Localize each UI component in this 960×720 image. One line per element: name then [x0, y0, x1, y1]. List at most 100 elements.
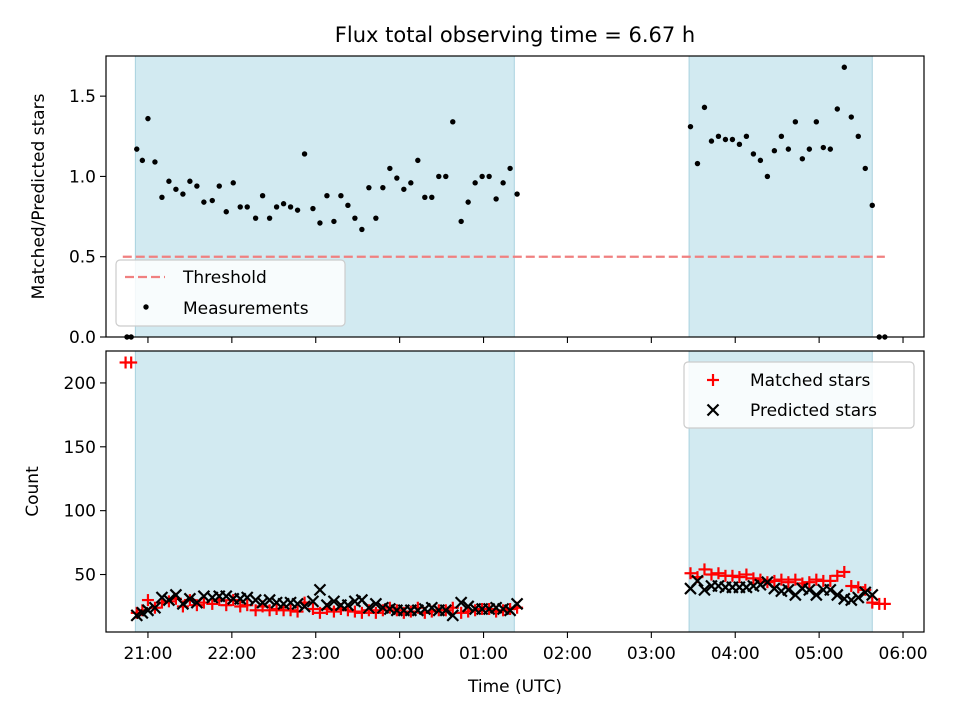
bottom-axes-frame	[105, 350, 925, 633]
measurement-point	[359, 226, 365, 233]
x-tick-label: 06:00	[879, 644, 928, 664]
y-tick-label: 0.5	[69, 248, 96, 268]
matched-star-point	[831, 569, 844, 582]
measurement-point	[472, 180, 478, 186]
measurement-point	[757, 157, 764, 164]
measurement-point	[813, 119, 820, 125]
measurement-point	[387, 165, 393, 172]
y-tick-label: 1.5	[69, 87, 96, 107]
predicted-star-point	[183, 592, 197, 606]
matched-star-point	[810, 573, 823, 586]
matched-star-point	[726, 569, 739, 582]
measurement-point	[259, 192, 266, 199]
measurement-point	[366, 184, 372, 191]
top-legend: Threshold Measurements	[115, 259, 346, 327]
measurement-point	[799, 156, 806, 162]
measurement-point	[514, 191, 520, 197]
measurement-point	[159, 194, 165, 201]
x-tick-label: 22:00	[207, 644, 256, 664]
measurement-point	[694, 160, 701, 167]
predicted-star-point	[510, 597, 524, 611]
predicted-star-point	[141, 604, 155, 617]
measurement-point	[729, 136, 736, 143]
y-tick-label: 0.0	[69, 328, 96, 348]
matched-star-point	[845, 580, 858, 593]
measurement-point	[743, 133, 750, 139]
matched-star-point	[712, 567, 725, 580]
matched-star-point	[220, 599, 233, 612]
top-axes-frame	[105, 55, 925, 338]
legend-measurements-swatch	[143, 304, 149, 310]
x-tick-label: 23:00	[291, 644, 340, 664]
measurement-point	[507, 165, 513, 172]
matched-star-point	[878, 597, 891, 610]
measurement-point	[764, 173, 771, 180]
measurement-point	[324, 192, 330, 199]
measurement-point	[166, 178, 172, 184]
legend-matched-swatch	[707, 374, 719, 386]
predicted-star-point	[810, 588, 823, 602]
measurement-point	[280, 201, 287, 207]
legend-predicted-swatch	[706, 403, 720, 417]
matched-star-point	[747, 572, 760, 585]
measurement-point	[301, 151, 308, 157]
predicted-star-point	[341, 598, 355, 612]
top-panel: 0.0 0.5 1.0 1.5 Matched/Predicted stars Thr…	[29, 55, 925, 348]
measurement-point	[436, 173, 442, 180]
matched-star-point	[824, 574, 837, 587]
measurement-point	[223, 209, 229, 215]
measurement-point	[244, 204, 250, 210]
predicted-star-point	[754, 578, 767, 592]
measurement-point	[785, 146, 792, 152]
matched-star-point	[838, 565, 851, 578]
predicted-star-point	[425, 601, 439, 615]
measurement-point	[855, 133, 861, 139]
y-tick-label: 100	[64, 502, 96, 522]
measurement-point	[771, 148, 778, 154]
matched-star-point	[355, 606, 368, 619]
measurement-point	[834, 106, 841, 112]
predicted-star-point	[803, 583, 816, 597]
measurement-point	[500, 180, 506, 186]
measurement-point	[294, 207, 301, 213]
matched-star-point	[733, 571, 746, 584]
measurement-point	[722, 136, 729, 143]
measurement-point	[422, 194, 428, 201]
predicted-star-point	[298, 600, 311, 613]
measurement-point	[862, 165, 868, 172]
measurement-point	[180, 191, 186, 197]
x-tick-label: 21:00	[123, 644, 172, 664]
matched-star-point	[263, 604, 276, 617]
predicted-star-point	[698, 583, 711, 597]
predicted-star-point	[768, 582, 781, 595]
predicted-star-point	[362, 601, 376, 615]
predicted-star-point	[148, 601, 162, 615]
measurement-point	[479, 173, 485, 180]
predicted-star-point	[845, 593, 858, 607]
measurement-point	[345, 202, 351, 209]
predicted-star-point	[249, 593, 262, 607]
measurement-point	[237, 204, 243, 210]
measurement-point	[273, 204, 280, 210]
measurement-point	[820, 144, 827, 151]
x-tick-label: 00:00	[375, 644, 424, 664]
matched-star-point	[327, 605, 340, 618]
matched-star-point	[740, 568, 753, 581]
matched-star-point	[249, 604, 262, 617]
predicted-star-point	[852, 591, 865, 604]
measurement-point	[252, 215, 259, 221]
predicted-star-point	[219, 589, 233, 603]
measurement-point	[209, 197, 215, 204]
legend-box	[115, 259, 346, 327]
matched-star-point	[270, 603, 283, 616]
predicted-star-point	[313, 583, 327, 597]
matched-star-point	[291, 605, 304, 618]
bottom-x-axis-label: Time (UTC)	[467, 677, 562, 697]
measurement-point	[792, 119, 799, 125]
predicted-star-point	[369, 597, 383, 611]
predicted-star-point	[169, 588, 183, 602]
measurement-point	[458, 218, 464, 225]
matched-star-point	[782, 576, 795, 589]
observing-window-1	[134, 350, 515, 633]
